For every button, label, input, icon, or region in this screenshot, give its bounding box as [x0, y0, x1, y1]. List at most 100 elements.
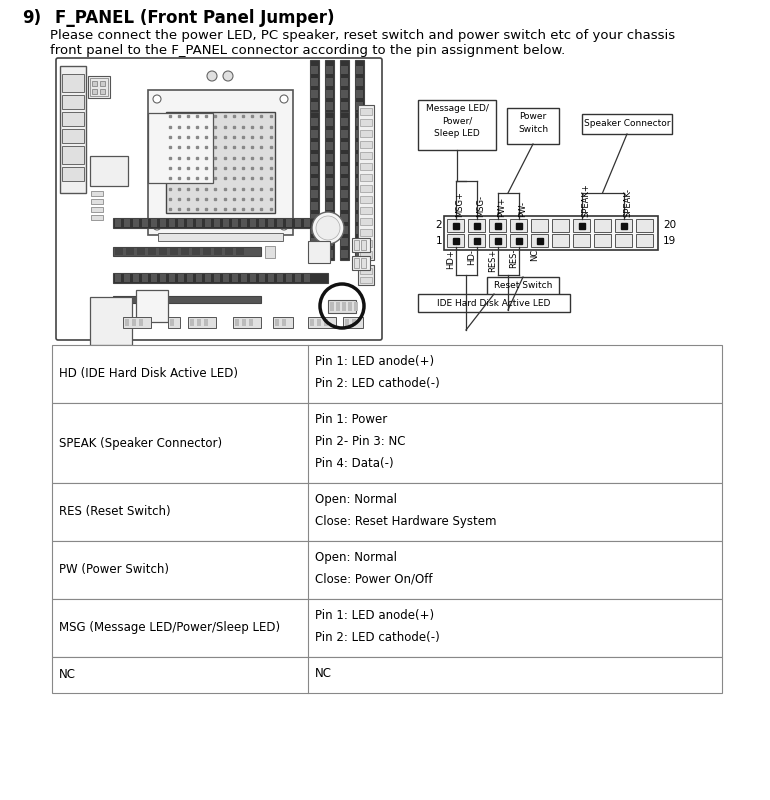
Bar — [360, 163, 372, 170]
Bar — [552, 219, 569, 232]
Bar — [90, 156, 128, 186]
Bar — [286, 219, 292, 227]
Bar — [52, 345, 722, 403]
Bar — [123, 317, 151, 328]
Bar — [115, 219, 121, 227]
Bar — [311, 250, 318, 258]
Bar — [196, 219, 202, 227]
Bar — [311, 202, 318, 210]
Bar — [340, 60, 349, 112]
Bar — [304, 274, 310, 282]
Text: NC: NC — [531, 249, 540, 262]
Bar — [235, 319, 239, 326]
Text: RES-: RES- — [510, 249, 518, 268]
Bar — [311, 142, 318, 150]
Bar — [90, 78, 108, 96]
Bar — [360, 152, 372, 159]
Bar — [341, 118, 348, 126]
Bar — [326, 226, 333, 234]
Bar — [242, 319, 246, 326]
Bar — [223, 219, 229, 227]
Bar — [324, 319, 328, 326]
Bar — [236, 248, 244, 255]
Bar — [594, 219, 611, 232]
Bar — [358, 265, 374, 285]
Text: Pin 2- Pin 3: NC: Pin 2- Pin 3: NC — [315, 435, 406, 448]
Bar — [160, 274, 166, 282]
Bar — [326, 166, 333, 174]
Bar — [52, 599, 722, 657]
Bar — [361, 258, 366, 268]
Bar — [311, 130, 318, 138]
Bar — [178, 274, 184, 282]
Bar — [308, 241, 330, 263]
Bar — [356, 178, 363, 186]
Bar — [259, 219, 265, 227]
Bar — [326, 178, 333, 186]
Text: NC: NC — [59, 669, 76, 682]
Bar — [317, 319, 321, 326]
Text: Message LED/
Power/
Sleep LED: Message LED/ Power/ Sleep LED — [426, 104, 488, 138]
Text: Reset Switch: Reset Switch — [494, 282, 552, 290]
Text: MSG (Message LED/Power/Sleep LED): MSG (Message LED/Power/Sleep LED) — [59, 622, 280, 634]
Bar — [510, 219, 527, 232]
Bar — [468, 219, 485, 232]
Bar — [356, 66, 363, 74]
Bar — [100, 81, 105, 86]
Bar — [326, 190, 333, 198]
Bar — [136, 290, 168, 322]
Bar — [310, 60, 319, 112]
Text: PW (Power Switch): PW (Power Switch) — [59, 563, 169, 577]
Bar — [62, 129, 84, 142]
Circle shape — [316, 216, 340, 240]
Bar — [187, 274, 193, 282]
Text: 19: 19 — [663, 235, 676, 246]
Bar — [336, 302, 340, 311]
Bar — [361, 240, 366, 250]
Bar — [468, 234, 485, 247]
Bar — [151, 274, 157, 282]
Bar — [275, 319, 279, 326]
Bar — [113, 247, 261, 256]
Bar — [341, 202, 348, 210]
Bar — [636, 219, 653, 232]
Bar — [52, 541, 722, 599]
FancyBboxPatch shape — [56, 58, 382, 340]
Circle shape — [153, 222, 161, 230]
Bar — [295, 219, 301, 227]
Bar — [91, 215, 103, 220]
Bar — [360, 207, 372, 214]
Bar — [265, 246, 275, 258]
Bar — [203, 248, 211, 255]
Bar — [573, 234, 590, 247]
Bar — [132, 319, 136, 326]
Text: Pin 1: LED anode(+): Pin 1: LED anode(+) — [315, 609, 434, 622]
Bar — [418, 100, 496, 150]
Text: Pin 1: Power: Pin 1: Power — [315, 413, 387, 426]
Bar — [311, 214, 318, 222]
Bar — [582, 114, 672, 134]
Bar — [311, 102, 318, 110]
Bar — [126, 248, 134, 255]
Bar — [615, 219, 632, 232]
Bar — [356, 154, 363, 162]
Bar — [615, 234, 632, 247]
Bar — [325, 60, 334, 112]
Text: F_PANEL (Front Panel Jumper): F_PANEL (Front Panel Jumper) — [55, 9, 334, 27]
Text: 2: 2 — [435, 221, 442, 230]
Text: Speaker Connector: Speaker Connector — [584, 119, 670, 129]
Bar — [311, 238, 318, 246]
Bar — [62, 111, 84, 126]
Bar — [510, 234, 527, 247]
Circle shape — [280, 222, 288, 230]
Bar — [325, 112, 334, 260]
Bar — [225, 248, 233, 255]
Bar — [326, 154, 333, 162]
Bar — [52, 657, 722, 693]
Bar — [166, 112, 275, 213]
Bar — [196, 274, 202, 282]
Bar — [233, 317, 261, 328]
Bar — [273, 317, 293, 328]
Bar — [311, 190, 318, 198]
Bar — [308, 317, 336, 328]
